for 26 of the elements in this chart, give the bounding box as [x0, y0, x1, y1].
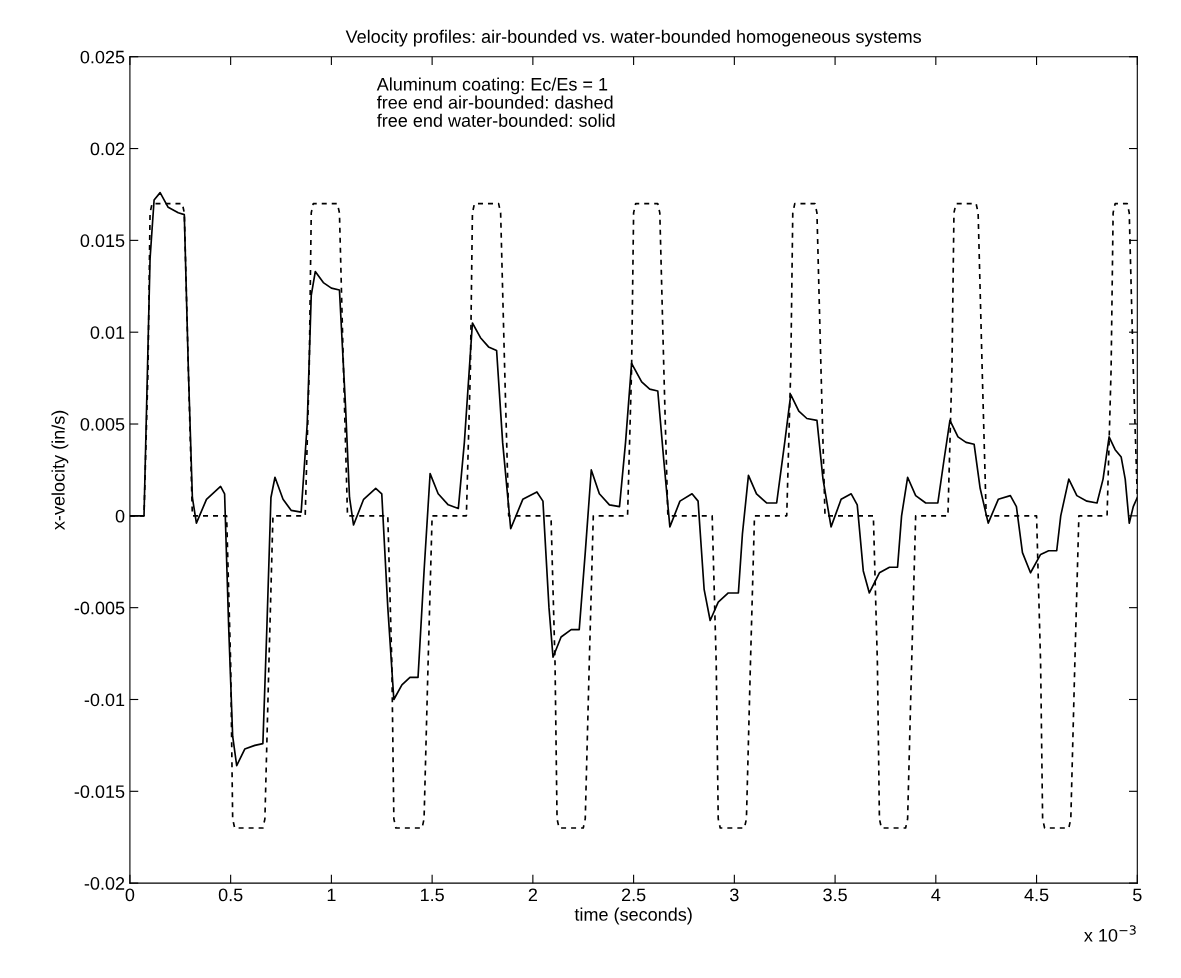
- text: x 10$^{−3}$: [1084, 925, 1136, 942]
- y-tick-label: -0.01: [84, 693, 125, 707]
- annotation: Aluminum coating: Ec/Es = 1 free end air-bounded: dashed free end water-bounded: solid: [376, 77, 615, 127]
- y-tick-label: 0.02: [90, 142, 125, 156]
- y-tick-label: -0.015: [74, 785, 125, 799]
- y-tick-label: 0.005: [80, 417, 125, 431]
- y-tick-label: -0.02: [84, 877, 125, 890]
- x-tick-label: 5: [1133, 888, 1142, 902]
- x-tick-label: 2: [528, 888, 537, 902]
- y-tick-label: 0.01: [90, 326, 125, 339]
- x-tick-label: 2.5: [621, 888, 646, 902]
- x-tick-label: 4.5: [1024, 888, 1049, 902]
- y-axis-title: x-velocity (in/s): [51, 410, 69, 530]
- x-tick-label: 4: [931, 888, 941, 902]
- x-tick-label: 0: [125, 888, 135, 902]
- y-tick-label: -0.005: [74, 601, 125, 615]
- chart-title: Velocity profiles: air-bounded vs. water-bounded homogeneous systems: [345, 29, 922, 47]
- y-tick-label: 0.015: [80, 234, 125, 248]
- x-tick-label: 0.5: [218, 888, 243, 902]
- x-tick-label: 1: [327, 888, 336, 902]
- x-tick-label: 3.5: [823, 888, 847, 902]
- x-axis-title: time (seconds): [574, 907, 692, 925]
- x-tick-label: 1.5: [420, 888, 444, 902]
- y-tick-label: 0: [115, 509, 125, 523]
- y-tick-label: 0.025: [80, 50, 125, 64]
- x-tick-label: 3: [730, 888, 739, 902]
